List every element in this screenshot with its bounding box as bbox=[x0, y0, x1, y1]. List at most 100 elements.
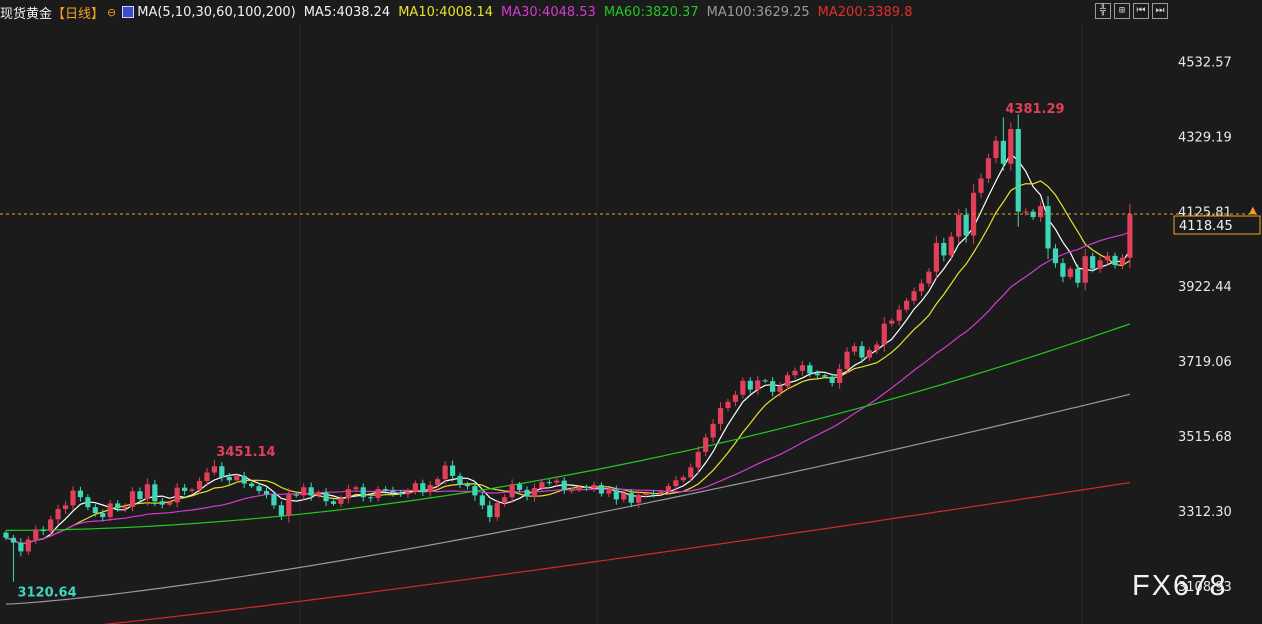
candle bbox=[591, 481, 597, 493]
candle bbox=[978, 173, 984, 199]
candle bbox=[152, 479, 158, 507]
candle bbox=[129, 487, 136, 512]
candle-body bbox=[710, 423, 716, 438]
candle bbox=[695, 446, 701, 474]
current-price-label: 4118.45 bbox=[1179, 219, 1233, 234]
candle-body bbox=[792, 370, 798, 376]
instrument-name: 现货黄金 bbox=[0, 6, 53, 22]
candle bbox=[598, 482, 605, 497]
candle-body bbox=[963, 214, 969, 236]
candle-body bbox=[680, 477, 686, 481]
candle-body bbox=[85, 497, 91, 508]
candle-body bbox=[993, 140, 999, 159]
candle bbox=[807, 362, 813, 377]
candle-body bbox=[1060, 263, 1066, 277]
candle-body bbox=[226, 476, 232, 481]
candle bbox=[546, 479, 552, 486]
candle bbox=[732, 390, 739, 407]
candle bbox=[435, 476, 441, 488]
candle bbox=[1112, 252, 1118, 269]
candle-body bbox=[784, 375, 791, 387]
candle bbox=[174, 483, 180, 508]
candle-body bbox=[33, 529, 39, 540]
chart-toolbar: ╬ ⊞ ⏮ ⏭ bbox=[1095, 3, 1168, 19]
candle-body bbox=[658, 491, 664, 494]
candle bbox=[762, 378, 768, 384]
candle-body bbox=[196, 481, 203, 490]
moving-average-lines bbox=[5, 153, 1131, 624]
candle bbox=[263, 487, 270, 499]
fit-screen-icon[interactable]: ⊞ bbox=[1114, 3, 1130, 19]
ma30-value: MA30:4048.53 bbox=[501, 4, 596, 20]
candle-body bbox=[762, 380, 768, 382]
candle-body bbox=[948, 236, 954, 256]
candle-body bbox=[918, 283, 925, 292]
candle-body bbox=[368, 497, 374, 499]
candle bbox=[100, 509, 106, 522]
candle-body bbox=[814, 373, 820, 376]
candle-body bbox=[1015, 129, 1021, 212]
candle-body bbox=[286, 494, 292, 516]
candle bbox=[1015, 114, 1021, 227]
candle-body bbox=[360, 487, 366, 498]
candle-body bbox=[308, 487, 314, 496]
candle bbox=[606, 487, 612, 497]
candle bbox=[643, 490, 649, 498]
candle-body bbox=[665, 486, 672, 492]
candle bbox=[621, 490, 627, 503]
candle bbox=[658, 490, 664, 496]
candle bbox=[569, 487, 575, 494]
candle bbox=[531, 483, 538, 502]
candle bbox=[866, 347, 872, 361]
crosshair-icon[interactable]: ╬ bbox=[1095, 3, 1111, 19]
candle-body bbox=[234, 475, 240, 481]
candles[interactable] bbox=[3, 114, 1133, 582]
candle-body bbox=[1112, 255, 1118, 266]
candle-body bbox=[926, 271, 932, 284]
candle-body bbox=[62, 505, 69, 510]
candle bbox=[286, 488, 292, 523]
period-label[interactable]: 【日线】 bbox=[52, 6, 105, 22]
step-back-icon[interactable]: ⏮ bbox=[1133, 3, 1149, 19]
candle-body bbox=[554, 480, 560, 483]
chart-indicator-icon[interactable] bbox=[122, 6, 135, 18]
candle-body bbox=[40, 529, 46, 532]
candle-body bbox=[822, 375, 828, 377]
candle-body bbox=[591, 485, 597, 489]
candle bbox=[40, 526, 46, 536]
candle-body bbox=[1023, 211, 1029, 213]
y-tick-label: 3922.44 bbox=[1178, 280, 1232, 295]
candle-body bbox=[211, 466, 218, 473]
step-forward-icon[interactable]: ⏭ bbox=[1152, 3, 1168, 19]
candle bbox=[182, 484, 188, 496]
candle bbox=[219, 462, 225, 482]
candle bbox=[397, 490, 404, 497]
candle-body bbox=[896, 309, 902, 321]
candle bbox=[799, 360, 806, 376]
candle bbox=[1104, 251, 1111, 265]
ma-params-label: MA(5,10,30,60,100,200) bbox=[137, 4, 296, 20]
candle-body bbox=[92, 507, 98, 514]
candle bbox=[576, 485, 582, 493]
candle bbox=[851, 342, 858, 356]
candle bbox=[18, 538, 24, 557]
candle bbox=[539, 479, 545, 491]
candle bbox=[77, 486, 84, 502]
candle bbox=[211, 459, 218, 476]
candle bbox=[926, 268, 932, 288]
candle bbox=[933, 236, 939, 279]
candle-body bbox=[539, 482, 545, 489]
circle-minus-icon[interactable]: ⊖ bbox=[107, 5, 117, 19]
candle-body bbox=[859, 346, 865, 358]
candle-body bbox=[941, 242, 947, 256]
candle bbox=[673, 476, 679, 491]
candle bbox=[784, 371, 791, 391]
candle-body bbox=[985, 158, 992, 179]
candle-body bbox=[18, 542, 24, 552]
candle bbox=[167, 500, 173, 507]
candle-body bbox=[636, 495, 642, 503]
candle-body bbox=[747, 380, 753, 390]
candle-body bbox=[219, 466, 225, 477]
ma100-line bbox=[5, 393, 1131, 605]
